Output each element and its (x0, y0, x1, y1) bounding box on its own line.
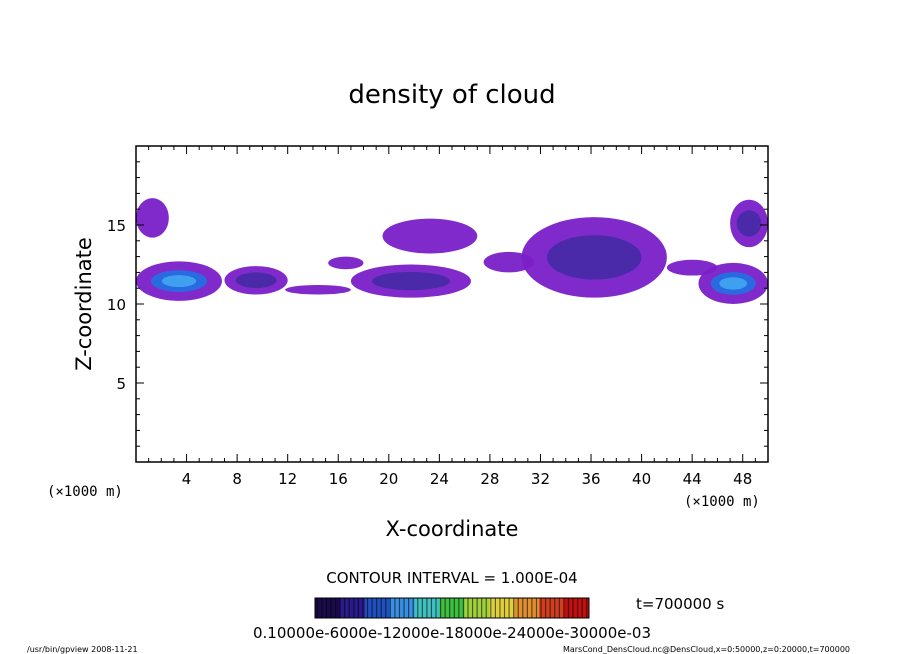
cloud-core (736, 210, 762, 237)
cloud-region (328, 256, 364, 270)
colorbar-segment (389, 598, 416, 618)
colorbar-tick-labels: 0.10000e-6000e-12000e-18000e-24000e-3000… (253, 624, 651, 642)
x-unit-label-right: (×1000 m) (684, 494, 760, 510)
x-tick-label: 12 (278, 470, 297, 488)
colorbar-segment (539, 598, 565, 618)
x-tick-label: 24 (430, 470, 449, 488)
colorbar-segment (439, 598, 465, 618)
y-tick-label: 10 (107, 296, 126, 314)
cloud-region (382, 218, 478, 254)
colorbar-frame (314, 597, 590, 619)
cloud-regions (136, 198, 768, 304)
x-unit-label-left: (×1000 m) (47, 484, 123, 500)
x-tick-label: 8 (232, 470, 242, 488)
chart-title: density of cloud (348, 80, 555, 110)
colorbar-segment (489, 598, 515, 618)
time-label: t=700000 s (636, 595, 724, 613)
cloud-peak (161, 275, 197, 288)
cloud-peak (719, 277, 748, 290)
cloud-region (666, 259, 718, 276)
colorbar-segment (339, 598, 366, 618)
x-tick-label: 40 (632, 470, 651, 488)
colorbar (315, 598, 590, 618)
cloud-region (285, 285, 351, 295)
x-tick-label: 4 (182, 470, 192, 488)
plot-frame (135, 145, 769, 463)
x-axis-label: X-coordinate (386, 517, 519, 541)
cloud-core (371, 271, 450, 291)
x-tick-label: 48 (733, 470, 752, 488)
colorbar-segment (315, 598, 341, 618)
y-tick-label: 5 (116, 375, 126, 393)
x-tick-label: 44 (683, 470, 702, 488)
y-axis-label: Z-coordinate (72, 237, 96, 371)
x-tick-label: 36 (581, 470, 600, 488)
x-tick-label: 16 (329, 470, 348, 488)
cloud-region (136, 198, 169, 238)
x-tick-label: 28 (480, 470, 499, 488)
colorbar-segment (364, 598, 391, 618)
y-tick-label: 15 (107, 217, 126, 235)
cloud-region (483, 251, 535, 273)
footer-right: MarsCond_DensCloud.nc@DensCloud,x=0:5000… (563, 645, 850, 654)
cloud-core (546, 235, 642, 280)
colorbar-segment (564, 598, 590, 618)
contour-interval-label: CONTOUR INTERVAL = 1.000E-04 (326, 569, 577, 587)
x-tick-label: 20 (379, 470, 398, 488)
cloud-core (235, 272, 277, 289)
footer-left: /usr/bin/gpview 2008-11-21 (27, 645, 138, 654)
x-tick-label: 32 (531, 470, 550, 488)
